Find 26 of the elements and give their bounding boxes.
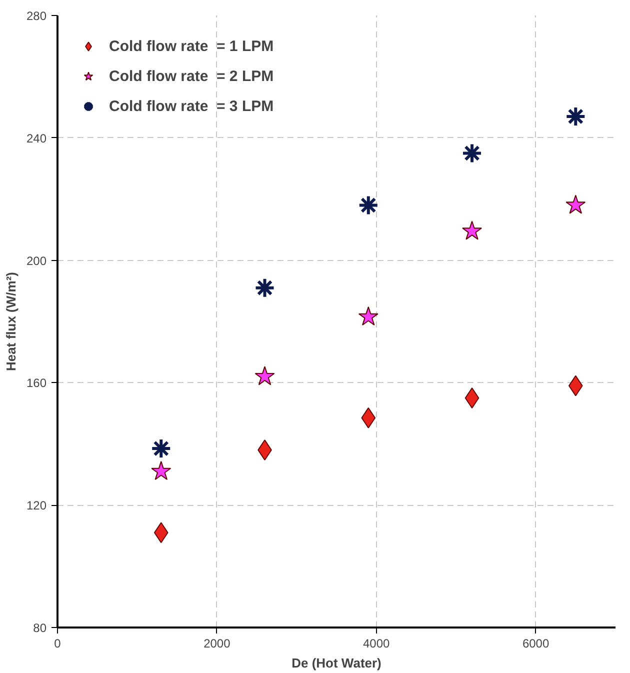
y-tick-label: 240 bbox=[26, 131, 47, 146]
y-tick-label: 80 bbox=[33, 621, 47, 635]
x-tick-label: 2000 bbox=[204, 636, 231, 650]
point bbox=[565, 106, 586, 127]
point bbox=[358, 194, 379, 216]
legend-label: Cold flow rate = 3 LPM bbox=[109, 98, 274, 114]
y-tick-label: 200 bbox=[26, 254, 47, 268]
point bbox=[254, 277, 276, 298]
y-tick-label: 120 bbox=[26, 498, 47, 513]
point bbox=[464, 388, 480, 408]
point bbox=[462, 220, 482, 240]
y-tick-label: 280 bbox=[26, 9, 47, 23]
point bbox=[566, 194, 586, 214]
point bbox=[254, 366, 275, 386]
point bbox=[150, 438, 172, 459]
legend-label: Cold flow rate = 2 LPM bbox=[109, 68, 274, 84]
x-tick-label: 4000 bbox=[363, 636, 390, 650]
x-axis-title: De (Hot Water) bbox=[292, 656, 382, 670]
y-tick-label: 160 bbox=[26, 376, 47, 390]
legend-label: Cold flow rate = 1 LPM bbox=[109, 38, 274, 54]
x-tick-label: 6000 bbox=[522, 636, 550, 650]
point bbox=[358, 306, 378, 326]
y-axis-title: Heat flux (W/m²) bbox=[3, 272, 18, 371]
point bbox=[151, 460, 172, 480]
x-tick-label: 0 bbox=[54, 636, 62, 650]
point bbox=[462, 142, 483, 164]
